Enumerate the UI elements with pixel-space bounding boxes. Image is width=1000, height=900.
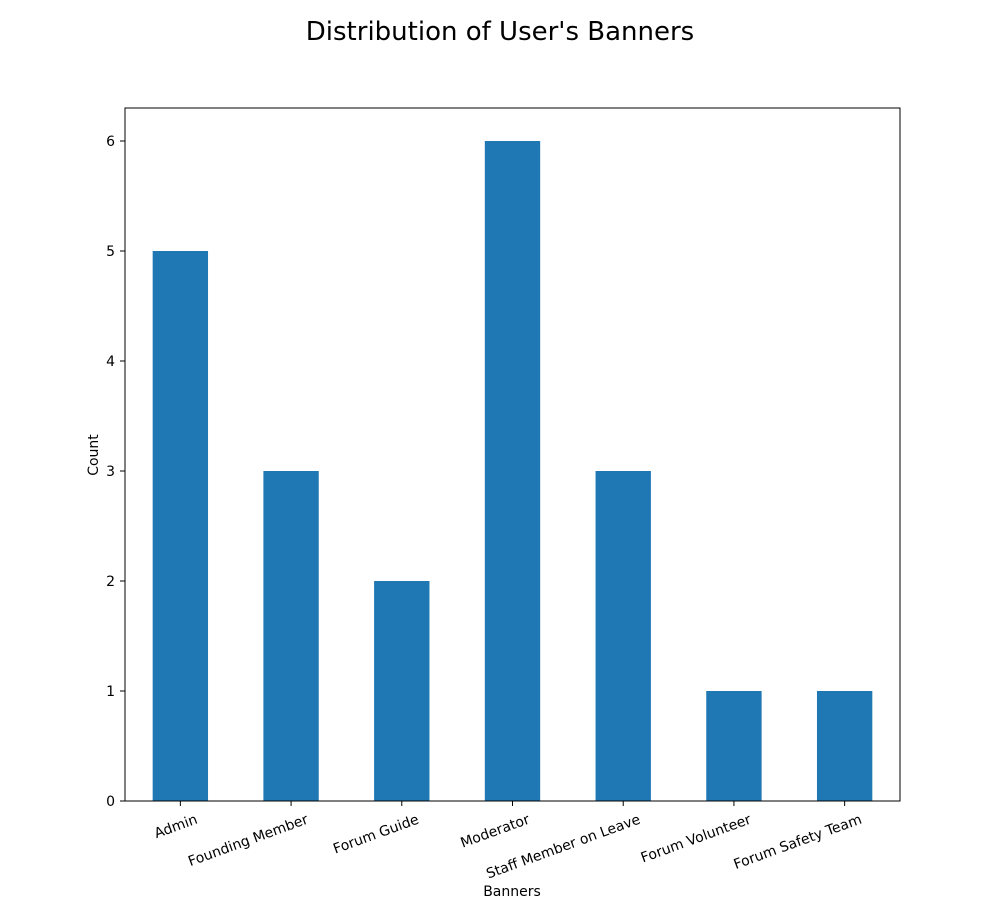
x-tick-label: Founding Member xyxy=(186,812,311,870)
bar-moderator xyxy=(484,141,541,801)
x-tick-label: Forum Guide xyxy=(331,812,421,858)
bars-group xyxy=(152,141,873,801)
x-tick-label: Moderator xyxy=(458,812,532,852)
chart-title: Distribution of User's Banners xyxy=(306,17,694,47)
y-tick-label: 2 xyxy=(106,574,115,590)
y-tick-label: 6 xyxy=(106,134,115,150)
bar-forum-safety-team xyxy=(816,691,873,801)
y-tick-label: 3 xyxy=(106,464,115,480)
x-axis-label: Banners xyxy=(483,884,541,900)
x-tick-label: Admin xyxy=(152,812,199,842)
bar-staff-member-on-leave xyxy=(595,471,651,801)
bar-founding-member xyxy=(263,471,319,801)
y-tick-label: 4 xyxy=(106,354,115,370)
bar-forum-volunteer xyxy=(706,691,762,801)
y-axis: 0 1 2 3 4 5 6 xyxy=(106,134,125,810)
bar-forum-guide xyxy=(374,581,430,801)
bar-admin xyxy=(152,251,209,801)
x-tick-label: Forum Safety Team xyxy=(732,812,864,873)
y-tick-label: 0 xyxy=(106,794,115,810)
y-tick-label: 1 xyxy=(106,684,115,700)
y-tick-label: 5 xyxy=(106,244,115,260)
y-axis-label: Count xyxy=(86,434,102,476)
